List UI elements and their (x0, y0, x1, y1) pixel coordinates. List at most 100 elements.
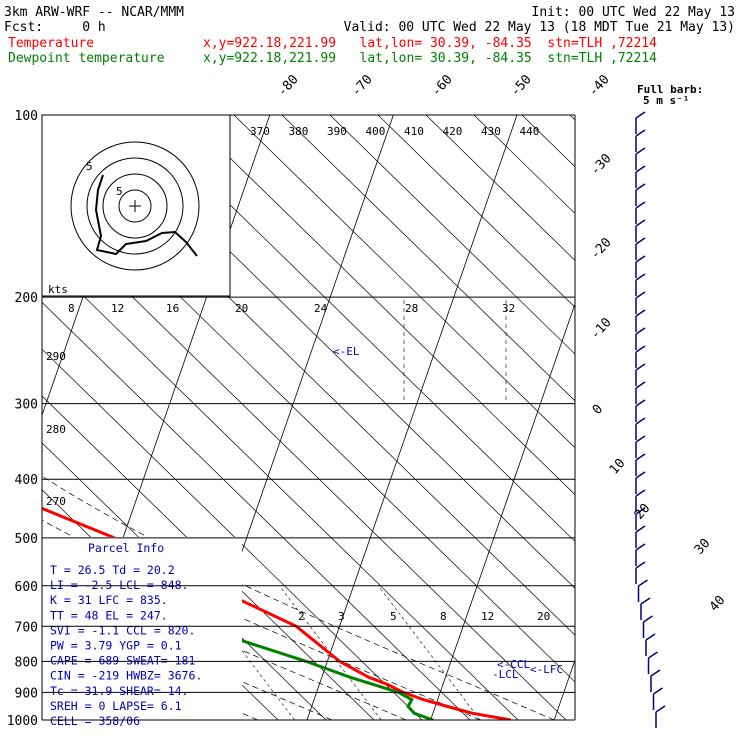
wind-barb-flag (655, 705, 666, 713)
isotherm-line (306, 115, 518, 720)
level-annotation: -LCL (492, 668, 519, 681)
wind-barb-flag (635, 543, 646, 551)
wind-barb-flag (635, 291, 646, 299)
parcel-info-row: CIN = -219 HWBZ= 3676. (50, 669, 202, 683)
theta-tick-label: 410 (404, 125, 424, 138)
wind-barb-flag (645, 633, 656, 641)
wind-barb-flag (635, 435, 646, 443)
dry-adiabat-line (42, 395, 375, 720)
isotherm-tick-label: -10 (588, 315, 615, 342)
wind-barb-flag (635, 309, 646, 317)
isotherm-tick-label: 40 (707, 593, 729, 615)
parcel-info-row: CELL = 358/06 (50, 714, 140, 728)
hodograph-units: kts (48, 283, 68, 296)
pressure-tick-label: 700 (15, 620, 38, 635)
wind-barb-flag (635, 219, 646, 227)
wind-barb-flag (635, 165, 646, 173)
hodograph-speed-label: 8 (68, 302, 75, 315)
theta-tick-label: 380 (289, 125, 309, 138)
dry-adiabat-line (329, 115, 575, 355)
dry-adiabat-line (569, 115, 575, 121)
hodograph-speed-label: 12 (111, 302, 124, 315)
moist-adiabat-line (42, 475, 555, 720)
wind-barb-flag (635, 129, 646, 137)
isotherm-tick-label: 10 (607, 456, 629, 478)
dry-adiabat-line (714, 115, 740, 720)
pressure-tick-label: 100 (15, 109, 38, 124)
hodograph-inset: 5 5 kts (41, 114, 231, 297)
dry-adiabat-line (425, 115, 575, 261)
dry-adiabat-line (233, 115, 575, 449)
wind-barb-flag (640, 597, 651, 605)
dry-adiabat-line (137, 115, 575, 542)
pressure-tick-label: 800 (15, 655, 38, 670)
wind-barb-flag (635, 525, 646, 533)
wind-barb-flag (635, 507, 646, 515)
pressure-tick-label: 900 (15, 686, 38, 701)
parcel-info-row: T = 26.5 Td = 20.2 (50, 563, 175, 577)
valid-time: Valid: 00 UTC Wed 22 May 13 (18 MDT Tue … (344, 20, 735, 35)
dry-adiabat-line (42, 301, 471, 720)
dry-adiabat-line (281, 115, 575, 402)
barb-key-title: Full barb: (637, 83, 703, 96)
dewpoint-location: x,y=922.18,221.99 lat,lon= 30.39, -84.35… (203, 51, 657, 66)
hodograph-trace (94, 174, 198, 257)
wind-barb-flag (635, 471, 646, 479)
model-title: 3km ARW-WRF -- NCAR/MMM (4, 5, 184, 20)
isotherm-tick-label: -20 (588, 235, 615, 262)
hodograph-speed-label: 32 (502, 302, 515, 315)
hodograph-speed-label: 24 (314, 302, 328, 315)
wind-barb-flag (635, 489, 646, 497)
isotherm-tick-label: -50 (508, 72, 535, 99)
isotherm-line (430, 302, 575, 720)
theta-tick-label: 430 (481, 125, 501, 138)
parcel-info-panel: Parcel Info T = 26.5 Td = 20.2LI = -2.5 … (42, 537, 242, 728)
isotherm-tick-label: 30 (692, 536, 714, 558)
temperature-legend: Temperature (8, 36, 94, 51)
wind-barb-flag (635, 273, 646, 281)
wind-barb-flag (648, 651, 658, 659)
hodograph-speed-label: 20 (235, 302, 248, 315)
mixing-ratio-line (378, 585, 481, 720)
wind-barb-flag (635, 417, 646, 425)
wind-barb-flag (643, 615, 653, 623)
mixing-ratio-label: 3 (338, 610, 345, 623)
wind-barb-flag (635, 345, 646, 353)
isotherm-tick-label: -40 (586, 72, 613, 99)
dry-adiabat-line (521, 115, 575, 168)
dry-adiabat-line (42, 255, 519, 720)
mixing-ratio-label: 20 (537, 610, 550, 623)
isotherm-tick-label: -80 (275, 72, 302, 99)
forecast-hour: Fcst: 0 h (4, 20, 106, 35)
pressure-tick-label: 300 (15, 398, 38, 413)
wind-barb-flag (635, 327, 646, 335)
theta-tick-label: 420 (443, 125, 463, 138)
wind-barb-flag (635, 255, 646, 263)
isotherm-tick-label: 20 (632, 501, 654, 523)
theta-side-label: 280 (46, 423, 66, 436)
mixing-ratio-label: 8 (440, 610, 447, 623)
theta-tick-label: 390 (327, 125, 347, 138)
isotherm-line (553, 658, 575, 720)
mixing-ratio-label: 2 (298, 610, 305, 623)
temperature-location: x,y=922.18,221.99 lat,lon= 30.39, -84.35… (203, 36, 657, 51)
level-annotation: <-CCL (497, 658, 530, 671)
moist-adiabat-line (42, 558, 407, 720)
mixing-ratio-line (0, 586, 10, 720)
wind-barb-flag (653, 687, 663, 695)
pressure-tick-label: 600 (15, 580, 38, 595)
wind-barb-flag (635, 453, 646, 461)
wind-barb-flag (635, 201, 646, 209)
pressure-tick-label: 400 (15, 473, 38, 488)
dry-adiabat-line (666, 115, 740, 720)
hodograph-speed-label: 28 (405, 302, 418, 315)
parcel-info-row: Tc = 31.9 SHEAR= 14. (50, 684, 188, 698)
parcel-info-row: CAPE = 689 SWEAT= 181 (50, 654, 195, 668)
wind-barb-flag (635, 561, 646, 569)
parcel-info-row: K = 31 LFC = 835. (50, 593, 168, 607)
theta-side-label: 270 (46, 495, 66, 508)
theta-tick-label: 370 (250, 125, 270, 138)
parcel-info-row: TT = 48 EL = 247. (50, 608, 168, 622)
level-annotation: <-LFC (530, 663, 563, 676)
